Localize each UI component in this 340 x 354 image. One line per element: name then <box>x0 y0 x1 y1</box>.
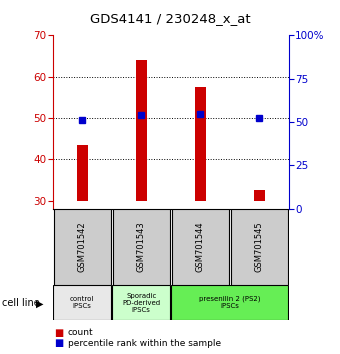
Text: GSM701545: GSM701545 <box>255 222 264 272</box>
Bar <box>231 209 288 285</box>
Bar <box>195 87 206 201</box>
Text: GSM701543: GSM701543 <box>137 222 146 272</box>
Text: percentile rank within the sample: percentile rank within the sample <box>68 339 221 348</box>
Bar <box>54 209 110 285</box>
Text: GDS4141 / 230248_x_at: GDS4141 / 230248_x_at <box>90 12 250 25</box>
Bar <box>77 145 88 201</box>
Bar <box>254 190 265 201</box>
Bar <box>136 60 147 201</box>
Text: presenilin 2 (PS2)
iPSCs: presenilin 2 (PS2) iPSCs <box>199 296 261 309</box>
Text: cell line: cell line <box>2 298 39 308</box>
Bar <box>171 285 288 320</box>
Bar <box>112 285 170 320</box>
Bar <box>172 209 229 285</box>
Bar <box>53 285 111 320</box>
Text: ■: ■ <box>54 338 64 348</box>
Text: GSM701542: GSM701542 <box>78 222 87 272</box>
Bar <box>113 209 170 285</box>
Text: ■: ■ <box>54 328 64 338</box>
Text: GSM701544: GSM701544 <box>196 222 205 272</box>
Text: control
IPSCs: control IPSCs <box>70 296 95 309</box>
Text: ▶: ▶ <box>36 298 44 308</box>
Text: count: count <box>68 328 94 337</box>
Text: Sporadic
PD-derived
iPSCs: Sporadic PD-derived iPSCs <box>122 293 160 313</box>
